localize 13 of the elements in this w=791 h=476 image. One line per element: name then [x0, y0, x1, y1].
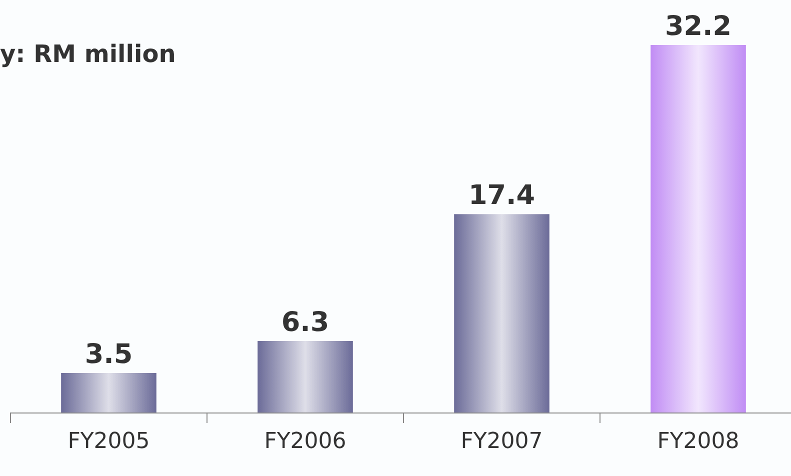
x-tick-label: FY2008 — [657, 429, 740, 454]
x-tick-label: FY2007 — [460, 429, 543, 454]
data-label: 32.2 — [664, 11, 732, 42]
data-label: 17.4 — [468, 180, 536, 212]
bar — [258, 341, 353, 413]
chart-title: y: RM million — [0, 40, 176, 68]
data-label: 6.3 — [281, 307, 330, 338]
bar — [61, 373, 156, 413]
x-tick-label: FY2006 — [264, 429, 346, 454]
bar — [454, 214, 550, 413]
x-tick-label: FY2005 — [68, 429, 150, 454]
data-label: 3.5 — [84, 339, 133, 370]
bar — [650, 45, 746, 413]
